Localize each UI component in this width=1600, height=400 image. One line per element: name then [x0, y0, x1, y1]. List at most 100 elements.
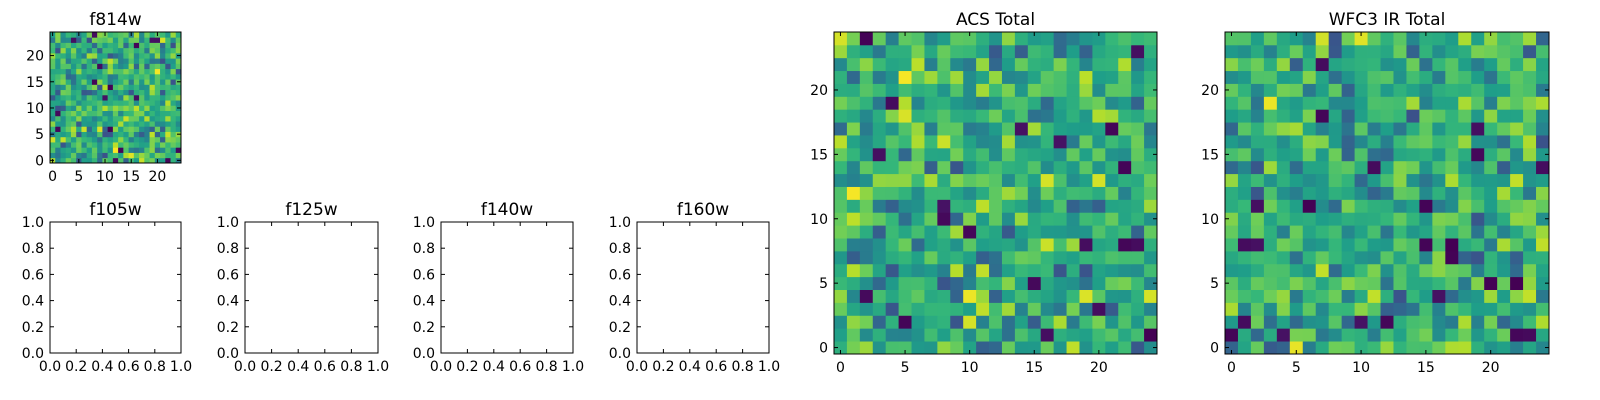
heatmap-cell	[55, 73, 61, 80]
heatmap-cell	[70, 32, 77, 38]
heatmap-cell	[1458, 328, 1472, 342]
heatmap-cell	[60, 115, 67, 122]
heatmap-cell	[1432, 147, 1446, 162]
heatmap-cell	[1406, 212, 1420, 226]
heatmap-cell	[859, 160, 874, 175]
heatmap-cell	[1118, 212, 1132, 226]
heatmap-cell	[1027, 186, 1042, 200]
heatmap-cell	[1144, 57, 1158, 72]
heatmap-cell	[1014, 263, 1029, 278]
heatmap-cell	[102, 136, 109, 143]
heatmap-cell	[924, 109, 938, 123]
heatmap-cell	[70, 52, 77, 59]
heatmap-cell	[107, 89, 114, 96]
heatmap-cell	[1354, 173, 1368, 187]
heatmap-cell	[1079, 276, 1093, 290]
heatmap-cell	[165, 63, 171, 70]
heatmap-cell	[1471, 135, 1485, 149]
heatmap-cell	[86, 63, 93, 70]
heatmap-cell	[1523, 289, 1537, 303]
heatmap-cell	[76, 152, 82, 159]
heatmap-cell	[898, 96, 912, 110]
heatmap-cell	[1027, 44, 1042, 59]
heatmap-cell	[1419, 238, 1433, 252]
heatmap-cell	[1380, 135, 1394, 149]
heatmap-cell	[102, 63, 109, 70]
heatmap-cell	[1053, 96, 1067, 110]
heatmap-cell	[160, 136, 166, 143]
heatmap-cell	[1066, 160, 1080, 175]
heatmap-cell	[1040, 57, 1055, 72]
heatmap-cell	[97, 110, 103, 117]
heatmap-cell	[1458, 57, 1472, 72]
heatmap-cell	[963, 302, 977, 316]
heatmap-cell	[1066, 44, 1080, 59]
heatmap-cell	[107, 79, 114, 85]
heatmap-cell	[118, 52, 124, 59]
heatmap-cell	[1118, 173, 1132, 187]
heatmap-cell	[1066, 135, 1080, 149]
heatmap-cell	[81, 100, 88, 106]
heatmap-cell	[118, 121, 124, 127]
heatmap-cell	[834, 147, 848, 162]
heatmap-cell	[1328, 186, 1343, 200]
heatmap-cell	[1001, 83, 1016, 97]
heatmap-cell	[1250, 302, 1265, 316]
heatmap-cell	[924, 289, 938, 303]
heatmap-cell	[950, 83, 964, 97]
heatmap-cell	[144, 32, 150, 38]
heatmap-cell	[1523, 315, 1537, 329]
y-tick-label: 10	[26, 101, 44, 117]
heatmap-cell	[1053, 44, 1067, 59]
heatmap-cell	[128, 136, 135, 143]
heatmap-cell	[1406, 315, 1420, 329]
heatmap-cell	[1066, 122, 1080, 136]
axes-frame	[636, 221, 770, 354]
heatmap-cell	[107, 126, 114, 132]
heatmap-cell	[976, 302, 990, 316]
heatmap-cell	[989, 135, 1003, 149]
heatmap-cell	[950, 135, 964, 149]
heatmap-cell	[1250, 160, 1265, 175]
heatmap-cell	[154, 136, 161, 143]
heatmap-cell	[60, 73, 67, 80]
heatmap-cell	[885, 302, 899, 316]
heatmap-cell	[1432, 263, 1446, 278]
heatmap-cell	[1302, 70, 1317, 84]
heatmap-cell	[1536, 199, 1550, 213]
y-tick-label: 0.0	[413, 346, 435, 362]
heatmap-cell	[976, 96, 990, 110]
heatmap-cell	[1040, 173, 1055, 187]
y-tick-label: 0.2	[609, 320, 631, 336]
heatmap-cell	[1419, 96, 1433, 110]
heatmap-cell	[1289, 173, 1304, 187]
heatmap-cell	[81, 136, 88, 143]
heatmap-cell	[1393, 135, 1407, 149]
heatmap-cell	[1445, 44, 1459, 59]
heatmap-cell	[950, 289, 964, 303]
y-tick-label: 0.8	[22, 241, 44, 257]
heatmap-cells	[50, 32, 182, 164]
heatmap-cell	[1354, 212, 1368, 226]
heatmap-cell	[86, 52, 93, 59]
heatmap-cell	[1079, 315, 1093, 329]
heatmap-cell	[128, 84, 135, 91]
heatmap-cell	[118, 105, 124, 111]
heatmap-cell	[1250, 147, 1265, 162]
heatmap-cell	[872, 83, 887, 97]
heatmap-cell	[1237, 160, 1252, 175]
heatmap-cell	[1250, 315, 1265, 329]
heatmap-cell	[160, 63, 166, 70]
heatmap-cell	[50, 89, 56, 96]
heatmap-cell	[175, 37, 182, 43]
heatmap-cell	[1510, 225, 1524, 239]
heatmap-cells	[834, 32, 1158, 355]
heatmap-cell	[1380, 341, 1394, 355]
heatmap-cell	[139, 131, 145, 138]
heatmap-cell	[1066, 341, 1080, 355]
heatmap-cell	[1341, 212, 1355, 226]
heatmap-cell	[1484, 225, 1498, 239]
heatmap-cell	[1458, 32, 1472, 46]
heatmap-cell	[872, 212, 887, 226]
